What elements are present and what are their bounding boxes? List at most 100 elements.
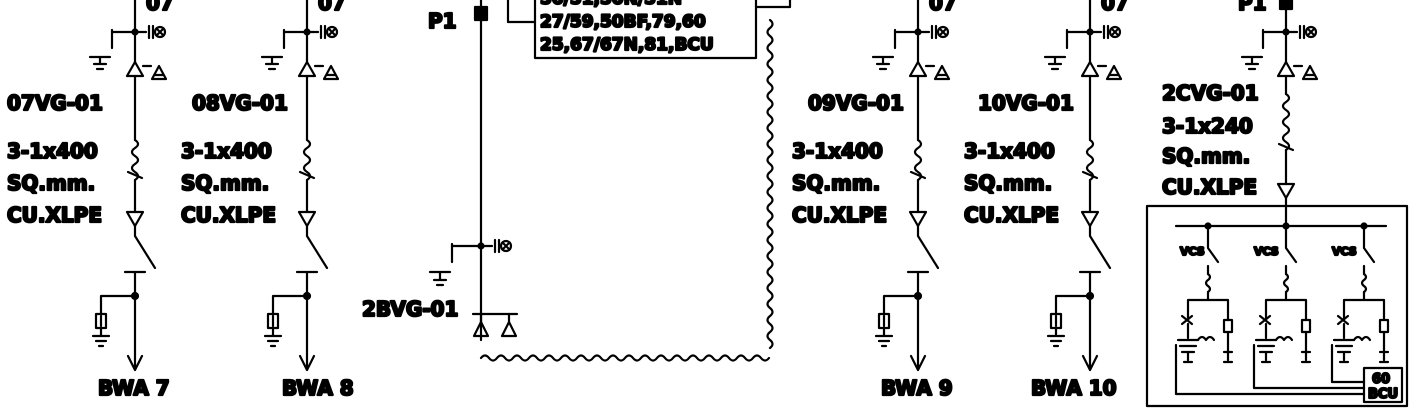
junction-dot: [1204, 222, 1212, 230]
load-arrow-icon: [909, 294, 927, 372]
control-wiring-horizontal: [479, 354, 771, 362]
relay-functions-line-1: 50/51,50N/51N: [540, 0, 682, 9]
feeder-bay-07: 07 07VG-01 3-1x400 SQ.mm. CU.XLPE: [6, 0, 175, 401]
vcs-label: VCS: [1254, 245, 1279, 258]
cable-spec-type: CU.XLPE: [1162, 175, 1257, 199]
load-label: BWA 10: [1031, 376, 1117, 400]
earth-icon: [1222, 350, 1234, 364]
fuse-icon: [1222, 318, 1234, 334]
bay-conductor: [99, 294, 137, 316]
cable-end-icon: [125, 210, 145, 228]
discharge-coil-icon: [1352, 335, 1372, 342]
cable-spec-type: CU.XLPE: [792, 203, 887, 227]
current-transformer-icon: [125, 60, 168, 81]
step-conductor: [1264, 322, 1308, 354]
bay-conductor: [271, 294, 309, 316]
step-conductor: [1186, 322, 1230, 354]
cable-end-icon: [1276, 182, 1296, 200]
fuse-icon: [1336, 314, 1350, 326]
earth-icon: [1240, 55, 1264, 71]
control-wiring-vertical: [766, 18, 774, 350]
unbalance-relay-box: [1362, 366, 1404, 404]
step-conductor: [1342, 290, 1386, 322]
capacitor-icon: [1332, 338, 1356, 364]
protection-relay-box: 50/51,50N/51N 27/59,50BF,79,60 25,67/67N…: [506, 0, 792, 60]
bay-top-label: 07: [1101, 0, 1129, 15]
current-transformer-icon: [1080, 60, 1123, 81]
step-conductor: [1264, 290, 1308, 322]
earth-switch-icon: [893, 24, 950, 50]
disconnector-icon: [916, 224, 940, 270]
bay-top-label: 07: [318, 0, 346, 15]
junction-dot: [1360, 222, 1368, 230]
cable-spec-type: CU.XLPE: [7, 203, 102, 227]
cable-spec-unit: SQ.mm.: [181, 171, 269, 195]
load-arrow-icon: [126, 294, 144, 372]
capacitor-feeder-bay: P1 2CVG-01 3-1x240 SQ.mm. CU.XLPE: [1145, 0, 1409, 408]
vcs-label: VCS: [1180, 245, 1205, 258]
cable-spec-unit: SQ.mm.: [964, 171, 1052, 195]
load-label: BWA 8: [282, 376, 354, 400]
step-conductor: [1342, 322, 1386, 354]
load-label: BWA 7: [98, 376, 170, 400]
cable-termination-icon: [909, 170, 927, 180]
unbalance-sensing-wiring: [1174, 343, 1366, 396]
cable-id-label: 09VG-01: [808, 91, 904, 115]
earth-switch-icon: [450, 238, 513, 264]
cable-spec-size: 3-1x240: [1162, 114, 1253, 138]
capacitor-icon: [1176, 338, 1200, 364]
bay-top-label: 07: [929, 0, 957, 15]
bay-conductor: [882, 294, 920, 316]
earth-icon: [1378, 350, 1390, 364]
disconnector-icon: [305, 224, 329, 270]
current-transformer-icon: [297, 60, 340, 81]
vcs-label: VCS: [1332, 245, 1357, 258]
cable-spec-type: CU.XLPE: [964, 203, 1059, 227]
earth-switch-icon: [1261, 24, 1318, 50]
earth-switch-icon: [110, 24, 167, 50]
disconnector-icon: [133, 224, 157, 270]
cable-id-label: 07VG-01: [7, 91, 103, 115]
relay-code-label: 60: [1372, 372, 1390, 387]
vacuum-switch-icon: [1206, 234, 1220, 264]
cable-id-label: 10VG-01: [978, 91, 1074, 115]
meter-label: P1: [428, 9, 457, 33]
capacitor-step-1: VCS: [1176, 234, 1234, 364]
cable-end-icon: [297, 210, 317, 228]
surge-arrester-icon: [263, 312, 283, 348]
relay-type-label: BCU: [1368, 387, 1398, 402]
relay-functions-line-3: 25,67/67N,81,BCU: [540, 35, 714, 55]
earth-icon: [88, 55, 112, 71]
disconnector-icon: [1088, 224, 1112, 270]
cable-id-label: 08VG-01: [192, 91, 288, 115]
cable-termination-icon: [1081, 170, 1099, 180]
reactor-icon: [1204, 272, 1212, 294]
discharge-coil-icon: [1196, 335, 1216, 342]
vacuum-switch-icon: [1284, 234, 1298, 264]
cable-icon: [1085, 138, 1095, 182]
capacitor-bank-enclosure: [1145, 204, 1409, 408]
load-arrow-icon: [1081, 294, 1099, 372]
earth-icon: [260, 55, 284, 71]
earth-switch-icon: [282, 24, 339, 50]
cable-icon: [130, 138, 140, 182]
feeder-bay-08: 07 08VG-01 3-1x400 SQ.mm. CU.XLPE: [180, 0, 355, 401]
meter-icon: [473, 5, 489, 22]
cable-icon: [913, 138, 923, 182]
cable-end-icon: [1080, 210, 1100, 228]
surge-arrester-icon: [874, 312, 894, 348]
current-transformer-icon: [908, 60, 951, 81]
cable-icon: [302, 138, 312, 182]
cable-termination-icon: [126, 170, 144, 180]
cable-spec-size: 3-1x400: [792, 139, 883, 163]
cable-icon: [1281, 92, 1291, 152]
meter-icon: [1278, 0, 1294, 11]
cable-spec-size: 3-1x400: [181, 139, 272, 163]
fuse-icon: [1180, 314, 1194, 326]
relay-functions-line-2: 27/59,50BF,79,60: [540, 12, 706, 32]
feeder-bay-09: 07 09VG-01 3-1x400 SQ.mm. CU.XLPE: [791, 0, 958, 401]
fuse-icon: [1300, 318, 1312, 334]
cable-spec-size: 3-1x400: [7, 139, 98, 163]
cable-spec-size: 3-1x400: [964, 139, 1055, 163]
